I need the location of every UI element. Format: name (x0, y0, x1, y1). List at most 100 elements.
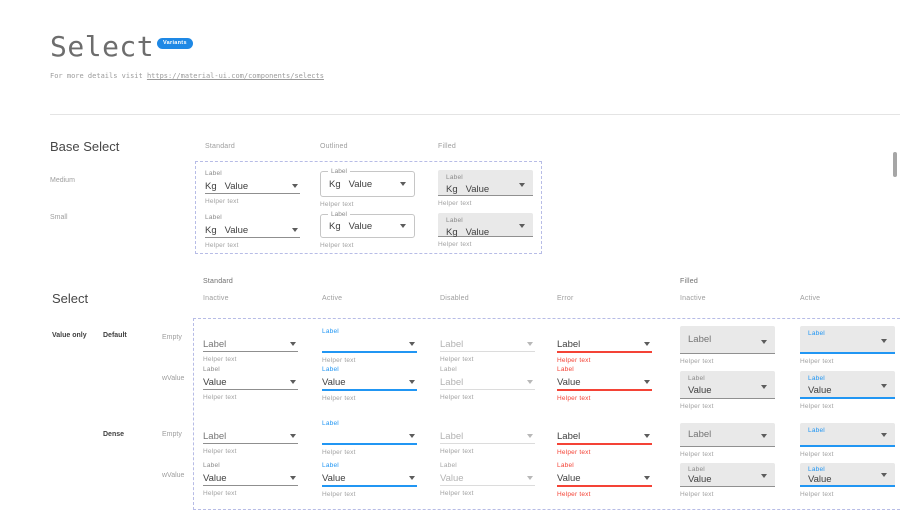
floating-label: Label (446, 217, 463, 224)
page-title: Select (50, 30, 155, 63)
base-col-outlined: Outlined (320, 143, 348, 150)
helper-text: Helper text (557, 491, 591, 498)
helper-text: Helper text (440, 448, 474, 455)
select-control[interactable]: Value (203, 471, 298, 486)
std-active-wvalue: Label Value Helper text (322, 365, 417, 402)
floating-label: Label (205, 214, 222, 221)
row-group-default: Default (103, 332, 127, 339)
select-control[interactable]: Value (203, 375, 298, 390)
select-control[interactable]: Label (557, 337, 652, 353)
select-value: Value (557, 376, 581, 388)
select-control[interactable]: Kg Value (205, 179, 300, 194)
std-dense-inactive-empty: Label Helper text (203, 429, 298, 455)
select-control[interactable]: Label Kg Value (320, 211, 415, 238)
select-control[interactable]: Kg Value (205, 223, 300, 238)
base-outlined-small: Label Kg Value Helper text (320, 211, 415, 249)
select-control[interactable]: Label Kg Value (438, 170, 533, 196)
select-placeholder: Label (557, 338, 581, 350)
std-disabled-empty: Label Helper text (440, 327, 535, 363)
select-value: Value (808, 474, 832, 485)
helper-text: Helper text (557, 449, 591, 456)
select-control[interactable] (322, 337, 417, 353)
helper-text: Helper text (203, 356, 237, 363)
select-control[interactable]: Value (322, 471, 417, 487)
filled-inactive-wvalue: Label Value Helper text (680, 371, 775, 410)
col-standard-error: Error (557, 295, 574, 302)
floating-label: Label (688, 466, 705, 473)
floating-label: Label (557, 462, 574, 469)
select-control[interactable]: Label Kg Value (438, 213, 533, 238)
row-group-value-only: Value only (52, 332, 87, 339)
select-control[interactable]: Label (800, 326, 895, 354)
dropdown-arrow-icon (290, 342, 296, 346)
dropdown-arrow-icon (519, 224, 525, 228)
select-value: Value (688, 385, 712, 396)
adornment: Kg (205, 224, 217, 236)
select-value: Value (348, 220, 373, 232)
select-control[interactable]: Label (203, 337, 298, 352)
adornment: Kg (329, 220, 341, 232)
dropdown-arrow-icon (292, 228, 298, 232)
helper-text: Helper text (680, 451, 714, 458)
dropdown-arrow-icon (290, 434, 296, 438)
adornment: Kg (446, 184, 458, 195)
select-control[interactable]: Value (322, 375, 417, 391)
select-control: Label (440, 375, 535, 390)
select-value: Value (688, 474, 712, 485)
base-filled-small: Label Kg Value Helper text (438, 213, 533, 248)
dropdown-arrow-icon (409, 434, 415, 438)
helper-text: Helper text (203, 448, 237, 455)
floating-label: Label (328, 211, 350, 219)
helper-text: Helper text (440, 356, 474, 363)
filled-active-wvalue: Label Value Helper text (800, 371, 895, 410)
helper-text: Helper text (557, 395, 591, 402)
select-control[interactable]: Label (800, 423, 895, 447)
select-control[interactable]: Label Kg Value (320, 168, 415, 197)
std-disabled-wvalue: Label Label Helper text (440, 365, 535, 401)
base-select-component-frame (195, 161, 542, 254)
helper-text: Helper text (440, 394, 474, 401)
floating-label: Label (440, 462, 457, 469)
row-default-empty: Empty (162, 334, 182, 341)
dropdown-arrow-icon (881, 384, 887, 388)
std-dense-error-empty: Label Helper text (557, 429, 652, 456)
dropdown-arrow-icon (644, 380, 650, 384)
base-standard-medium: Label Kg Value Helper text (205, 169, 300, 205)
select-control[interactable]: Label Value (800, 371, 895, 399)
docs-link[interactable]: https://material-ui.com/components/selec… (146, 72, 324, 80)
floating-label: Label (322, 462, 339, 469)
floating-label: Label (322, 420, 339, 427)
dropdown-arrow-icon (881, 339, 887, 343)
adornment: Kg (446, 227, 458, 238)
floating-label: Label (808, 466, 825, 473)
helper-text: Helper text (557, 357, 591, 364)
std-error-wvalue: Label Value Helper text (557, 365, 652, 402)
select-placeholder: Label (203, 338, 227, 350)
select-control[interactable]: Label (557, 429, 652, 445)
vertical-scrollbar-thumb[interactable] (893, 152, 897, 177)
base-row-small: Small (50, 214, 68, 221)
helper-text: Helper text (680, 358, 714, 365)
select-control[interactable]: Label (203, 429, 298, 444)
select-control[interactable] (322, 429, 417, 445)
select-control[interactable]: Label (680, 326, 775, 354)
select-value: Value (440, 472, 464, 484)
floating-label: Label (203, 462, 220, 469)
col-standard-disabled: Disabled (440, 295, 469, 302)
std-dense-disabled-wvalue: Label Value Helper text (440, 461, 535, 497)
select-control[interactable]: Value (557, 471, 652, 487)
select-control[interactable]: Label (680, 423, 775, 447)
dropdown-arrow-icon (409, 476, 415, 480)
std-inactive-empty: Label Helper text (203, 327, 298, 363)
select-control[interactable]: Label Value (800, 463, 895, 487)
select-control[interactable]: Value (557, 375, 652, 391)
select-control[interactable]: Label Value (680, 463, 775, 487)
select-value: Value (203, 472, 227, 484)
std-dense-error-wvalue: Label Value Helper text (557, 461, 652, 498)
group-standard: Standard (203, 278, 234, 285)
select-control[interactable]: Label Value (680, 371, 775, 399)
helper-text: Helper text (205, 198, 239, 205)
select-value: Value (557, 472, 581, 484)
std-dense-disabled-empty: Label Helper text (440, 429, 535, 455)
group-filled: Filled (680, 278, 698, 285)
